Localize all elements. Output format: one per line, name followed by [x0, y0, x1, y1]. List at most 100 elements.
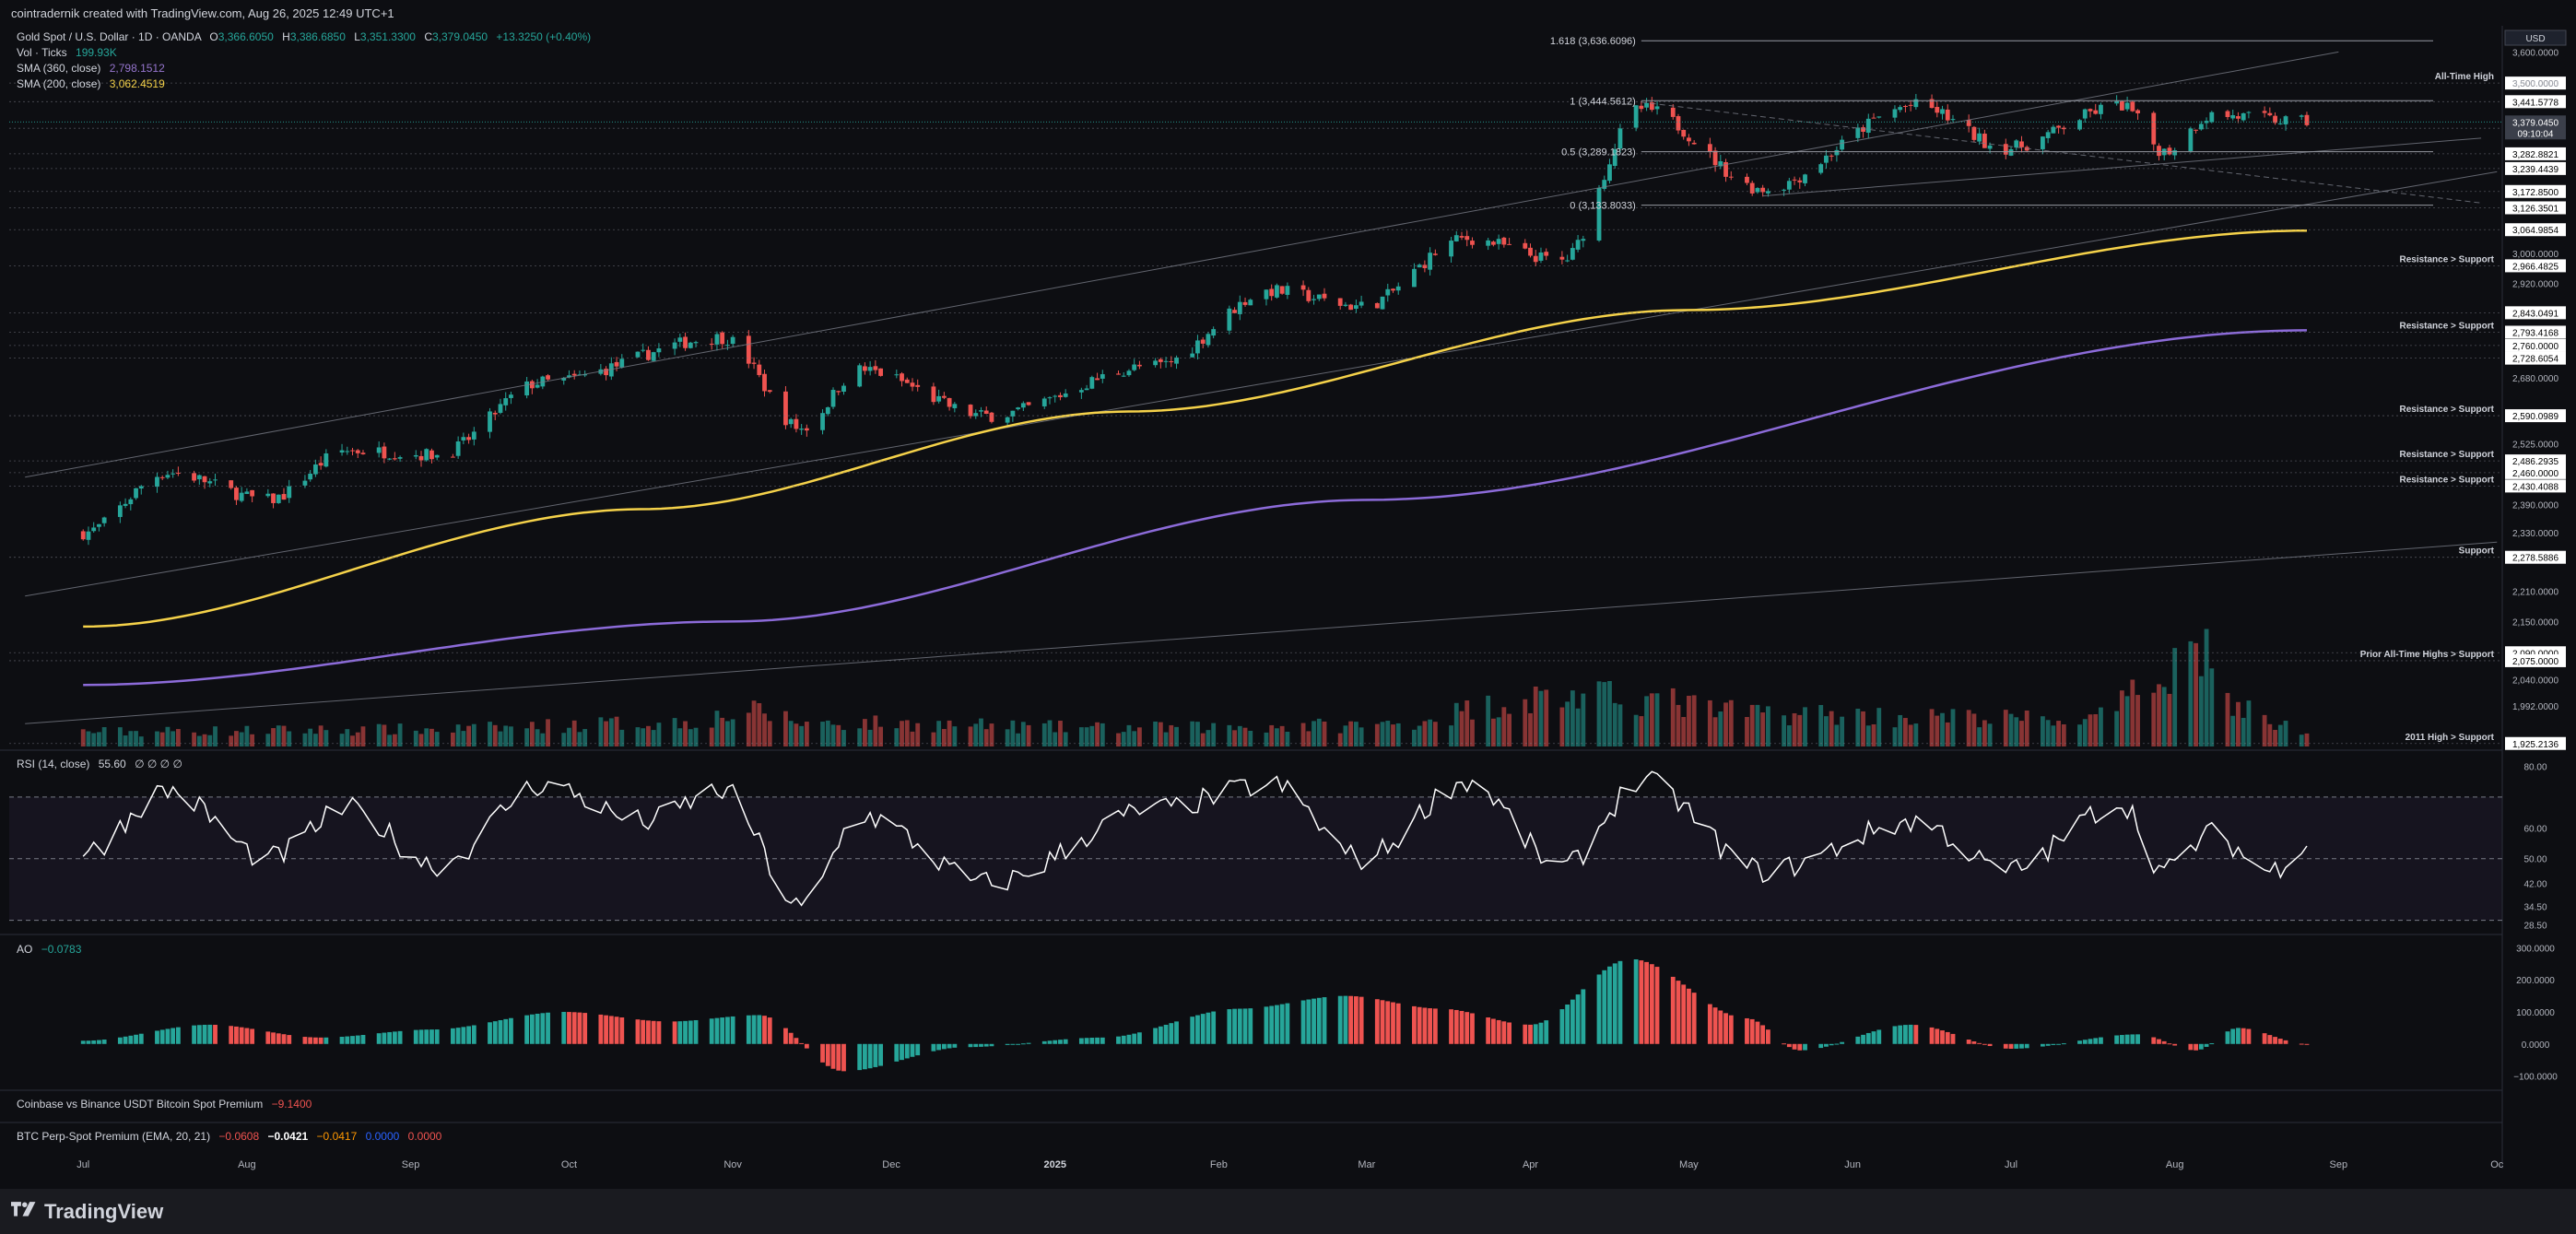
candle-body	[229, 480, 234, 488]
candle-body	[1834, 149, 1840, 156]
chart-canvas[interactable]: All-Time High3,500.00003,441.57783,359.6…	[0, 26, 2576, 1189]
price-axis-tick: 2,040.0000	[2512, 676, 2558, 686]
ao-bar	[244, 1028, 250, 1044]
ao-bar	[2041, 1043, 2045, 1047]
volume-bar	[265, 734, 271, 746]
candle-body	[1047, 397, 1053, 399]
level-price-tag	[2505, 184, 2566, 198]
volume-bar	[1792, 712, 1797, 746]
candle-body	[1523, 242, 1528, 249]
volume-bar	[1316, 718, 1322, 746]
volume-bar	[1782, 715, 1787, 746]
volume-bar	[1596, 681, 1602, 746]
ao-bar	[1681, 984, 1687, 1044]
candle-body	[392, 458, 397, 460]
candle-body	[1116, 373, 1121, 375]
ao-bar	[171, 1028, 176, 1044]
volume-bar	[714, 711, 720, 746]
volume-bar	[693, 727, 699, 746]
ao-bar	[123, 1036, 128, 1044]
ao-bar	[1248, 1008, 1253, 1044]
ao-bar	[1707, 1004, 1712, 1044]
premium2-v3: −0.0417	[316, 1130, 358, 1143]
candle-body	[968, 405, 973, 417]
ao-bar	[1169, 1023, 1174, 1044]
volume-bar	[392, 734, 397, 746]
ao-bar	[1501, 1021, 1507, 1044]
ao-bar	[1687, 988, 1691, 1044]
candle-body	[503, 398, 509, 405]
volume-bar	[1633, 714, 1639, 746]
candle-body	[1016, 407, 1021, 410]
candle-body	[1803, 174, 1807, 183]
candle-body	[1681, 129, 1687, 137]
volume-bar	[1876, 708, 1882, 746]
ao-bar	[2267, 1035, 2273, 1044]
candle-body	[1649, 102, 1654, 111]
ao-bar	[1453, 1009, 1459, 1044]
ao-bar	[867, 1043, 873, 1069]
level-price-tag	[2505, 95, 2566, 109]
volume-bar	[171, 731, 176, 746]
candle-body	[2172, 150, 2178, 156]
ao-bar	[207, 1024, 213, 1044]
ao-bar	[1089, 1038, 1095, 1044]
ao-bar	[1533, 1024, 1538, 1044]
candle-body	[931, 386, 936, 403]
ao-bar	[1718, 1010, 1723, 1044]
low-value: 3,351.3300	[359, 30, 416, 43]
volume-bar	[323, 730, 329, 746]
candle-body	[276, 494, 281, 503]
ao-bar	[1010, 1043, 1016, 1045]
candle-body	[1343, 304, 1348, 306]
candle-body	[471, 431, 476, 440]
candle-body	[192, 473, 196, 481]
volume-bar	[973, 723, 979, 746]
volume-bar	[904, 720, 910, 746]
volume-bar	[434, 732, 440, 746]
volume-bar	[2114, 711, 2120, 746]
volume-bar	[2267, 723, 2273, 746]
volume-bar	[312, 734, 318, 746]
candle-body	[1269, 288, 1275, 297]
candle-body	[1575, 240, 1581, 250]
volume-bar	[287, 731, 292, 746]
ao-bar	[582, 1013, 588, 1044]
ao-bar	[1617, 960, 1623, 1044]
sma200-line	[83, 229, 2308, 629]
ao-bar	[1612, 963, 1617, 1044]
candle-body	[2246, 112, 2252, 113]
volume-bar	[339, 734, 345, 746]
volume-bar	[1343, 725, 1348, 746]
candle-body	[1712, 150, 1718, 166]
candle-body	[1871, 117, 1876, 119]
volume-bar	[2273, 730, 2277, 746]
ao-bar	[714, 1017, 720, 1044]
candle-body	[1501, 237, 1507, 245]
candle-body	[123, 503, 128, 506]
ao-axis-tick: 0.0000	[2522, 1040, 2550, 1051]
candle-body	[80, 531, 86, 540]
volume-bar	[1971, 713, 1977, 746]
ao-bar	[1570, 999, 1575, 1044]
candle-body	[202, 476, 207, 483]
ao-bar	[1084, 1038, 1089, 1044]
volume-bar	[1058, 721, 1063, 746]
ao-bar	[2204, 1043, 2209, 1047]
candles-group	[80, 93, 2310, 546]
volume-bar	[1116, 733, 1121, 746]
tradingview-logo[interactable]: TradingView	[11, 1200, 163, 1224]
ao-bar	[952, 1043, 958, 1048]
volume-bar	[1078, 727, 1084, 746]
rsi-axis-tick: 80.00	[2523, 762, 2547, 772]
volume-bar	[1707, 699, 1712, 746]
ao-histogram	[80, 958, 2310, 1072]
candle-body	[1100, 374, 1105, 379]
tradingview-brand: TradingView	[44, 1200, 164, 1223]
candle-body	[524, 381, 530, 396]
volume-bar	[1834, 724, 1840, 746]
tradingview-logo-icon	[11, 1202, 36, 1216]
level-price-label: 2,075.0000	[2512, 657, 2558, 667]
volume-bar	[535, 729, 540, 746]
volume-bar	[947, 720, 952, 746]
